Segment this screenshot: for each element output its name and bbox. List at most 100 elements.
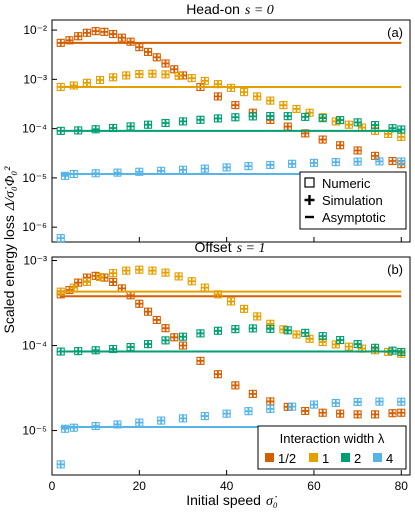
simulation-point <box>244 162 253 171</box>
simulation-point <box>56 234 65 243</box>
simulation-point <box>213 114 222 123</box>
simulation-point <box>152 53 161 62</box>
legend-markers: Numeric Simulation Asymptotic <box>299 171 407 230</box>
panel-a-plot: 10⁻⁶ 10⁻⁵ 10⁻⁴ 10⁻³ 10⁻² <box>22 23 406 243</box>
simulation-point <box>266 160 275 169</box>
simulation-point <box>135 265 144 274</box>
simulation-point <box>178 414 187 423</box>
legend-width-four-label: 4 <box>386 451 393 466</box>
simulation-point <box>336 336 345 345</box>
simulation-point <box>336 141 345 150</box>
swatch-two <box>341 453 350 462</box>
simulation-point <box>231 101 240 110</box>
simulation-point <box>170 65 179 74</box>
simulation-point <box>344 342 353 351</box>
simulation-point <box>309 158 318 167</box>
simulation-point <box>331 117 340 126</box>
legend-width-one-label: 1 <box>322 451 329 466</box>
simulation-point <box>213 290 222 299</box>
simulation-point <box>178 341 187 350</box>
simulation-point <box>161 70 170 79</box>
simulation-point <box>135 167 144 176</box>
simulation-point <box>266 324 275 333</box>
simulation-point <box>318 332 327 341</box>
simulation-point <box>200 283 209 292</box>
simulation-point <box>126 37 135 46</box>
simulation-point <box>69 81 78 90</box>
simulation-point <box>91 125 100 134</box>
simulation-point <box>174 71 183 80</box>
simulation-point <box>292 105 301 114</box>
simulation-point <box>240 88 249 97</box>
simulation-point <box>200 76 209 85</box>
y-tick-label: 10⁻⁵ <box>22 424 47 438</box>
simulation-point <box>318 408 327 417</box>
simulation-point <box>200 164 209 173</box>
simulation-point <box>56 347 65 356</box>
simulation-point <box>283 122 292 131</box>
simulation-point <box>91 422 100 431</box>
simulation-point <box>135 299 144 308</box>
simulation-point <box>144 340 153 349</box>
swatch-four <box>373 453 382 462</box>
simulation-point <box>318 135 327 144</box>
simulation-point <box>109 269 118 278</box>
simulation-point <box>231 381 240 390</box>
legend-numeric-label: Numeric <box>322 176 371 191</box>
simulation-point <box>397 132 406 141</box>
simulation-point <box>388 124 397 133</box>
simulation-point <box>178 117 187 126</box>
legend-width-two-label: 2 <box>354 451 361 466</box>
simulation-point <box>331 340 340 349</box>
simulation-point <box>109 345 118 354</box>
simulation-point <box>117 33 126 42</box>
simulation-point <box>135 43 144 52</box>
legend-simulation-label: Simulation <box>322 193 383 208</box>
simulation-point <box>56 460 65 469</box>
simulation-point <box>279 325 288 334</box>
panel-offset: Offset s = 1 (b) 10⁻⁵ 10⁻⁴ 10⁻³ 0 20 40 60 80 In… <box>22 239 411 493</box>
simulation-point <box>200 412 209 421</box>
simulation-point <box>144 307 153 316</box>
simulation-point <box>331 398 340 407</box>
simulation-point <box>397 347 406 356</box>
simulation-point <box>371 410 380 419</box>
simulation-point <box>397 397 406 406</box>
simulation-marker-icon <box>304 195 315 205</box>
simulation-point <box>135 418 144 427</box>
simulation-point <box>353 340 362 349</box>
panel-a-frame <box>51 19 411 243</box>
simulation-point <box>266 96 275 105</box>
simulation-point <box>227 297 235 306</box>
simulation-point <box>69 283 78 292</box>
simulation-point <box>148 266 157 275</box>
simulation-point <box>248 324 257 333</box>
simulation-point <box>318 114 327 123</box>
simulation-point <box>371 343 380 352</box>
simulation-point <box>388 157 397 166</box>
simulation-point <box>283 112 292 121</box>
legend-widths-title: Interaction width λ <box>280 431 385 446</box>
simulation-point <box>135 70 144 79</box>
simulation-point <box>187 74 196 83</box>
simulation-point <box>248 112 257 121</box>
simulation-point <box>248 389 257 398</box>
numeric-marker-icon <box>304 177 315 188</box>
simulation-point <box>371 151 380 160</box>
simulation-point <box>375 157 384 166</box>
simulation-point <box>109 277 118 286</box>
simulation-point <box>56 126 65 135</box>
simulation-point <box>113 420 122 429</box>
legend-markers-box <box>299 171 407 230</box>
simulation-point <box>61 171 70 180</box>
x-tick-label: 60 <box>307 479 321 493</box>
simulation-point <box>305 334 314 343</box>
simulation-point <box>397 408 406 417</box>
simulation-point <box>187 277 196 286</box>
y-tick-label: 10⁻³ <box>23 254 47 268</box>
panel-a-title: Head-on s = 0 <box>186 1 274 18</box>
simulation-point <box>397 157 406 166</box>
simulation-point <box>161 118 170 127</box>
simulation-point <box>56 38 65 47</box>
